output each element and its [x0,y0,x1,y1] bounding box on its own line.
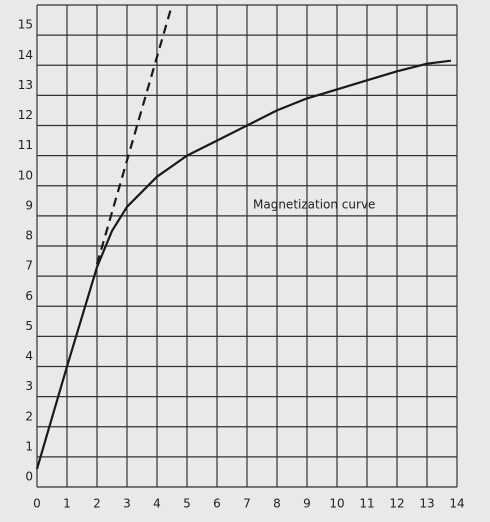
dashed-line [95,4,174,265]
x-tick-label: 14 [449,497,464,511]
curve [35,59,452,470]
x-tick-label: 0 [33,497,41,511]
x-tick-label: 9 [303,497,311,511]
y-tick-label: 5 [25,319,33,333]
annotation: Magnetization curve [253,198,375,212]
x-tick-label: 6 [213,497,221,511]
x-tick-label: 3 [123,497,131,511]
y-tick-label: 2 [25,409,33,423]
y-tick-label: 0 [25,470,33,484]
x-tick-label: 7 [243,497,251,511]
y-tick-label: 4 [25,349,33,363]
x-tick-label: 11 [359,497,374,511]
y-tick-label: 1 [25,439,33,453]
y-tick-label: 11 [18,138,33,152]
x-tick-label: 10 [329,497,344,511]
x-tick-label: 8 [273,497,281,511]
x-tick-label: 12 [389,497,404,511]
y-tick-label: 7 [25,259,33,273]
y-tick-label: 15 [18,18,33,32]
y-tick-label: 14 [18,48,33,62]
x-tick-label: 1 [63,497,71,511]
x-tick-label: 4 [153,497,161,511]
y-tick-label: 13 [18,78,33,92]
x-tick-label: 5 [183,497,191,511]
y-tick-label: 3 [25,379,33,393]
y-tick-label: 6 [25,289,33,303]
x-tick-label: 2 [93,497,101,511]
y-tick-label: 12 [18,108,33,122]
x-tick-label: 13 [419,497,434,511]
y-tick-label: 16 [18,0,33,2]
y-tick-label: 10 [18,168,33,182]
y-tick-label: 8 [25,229,33,243]
y-tick-label: 9 [25,198,33,212]
